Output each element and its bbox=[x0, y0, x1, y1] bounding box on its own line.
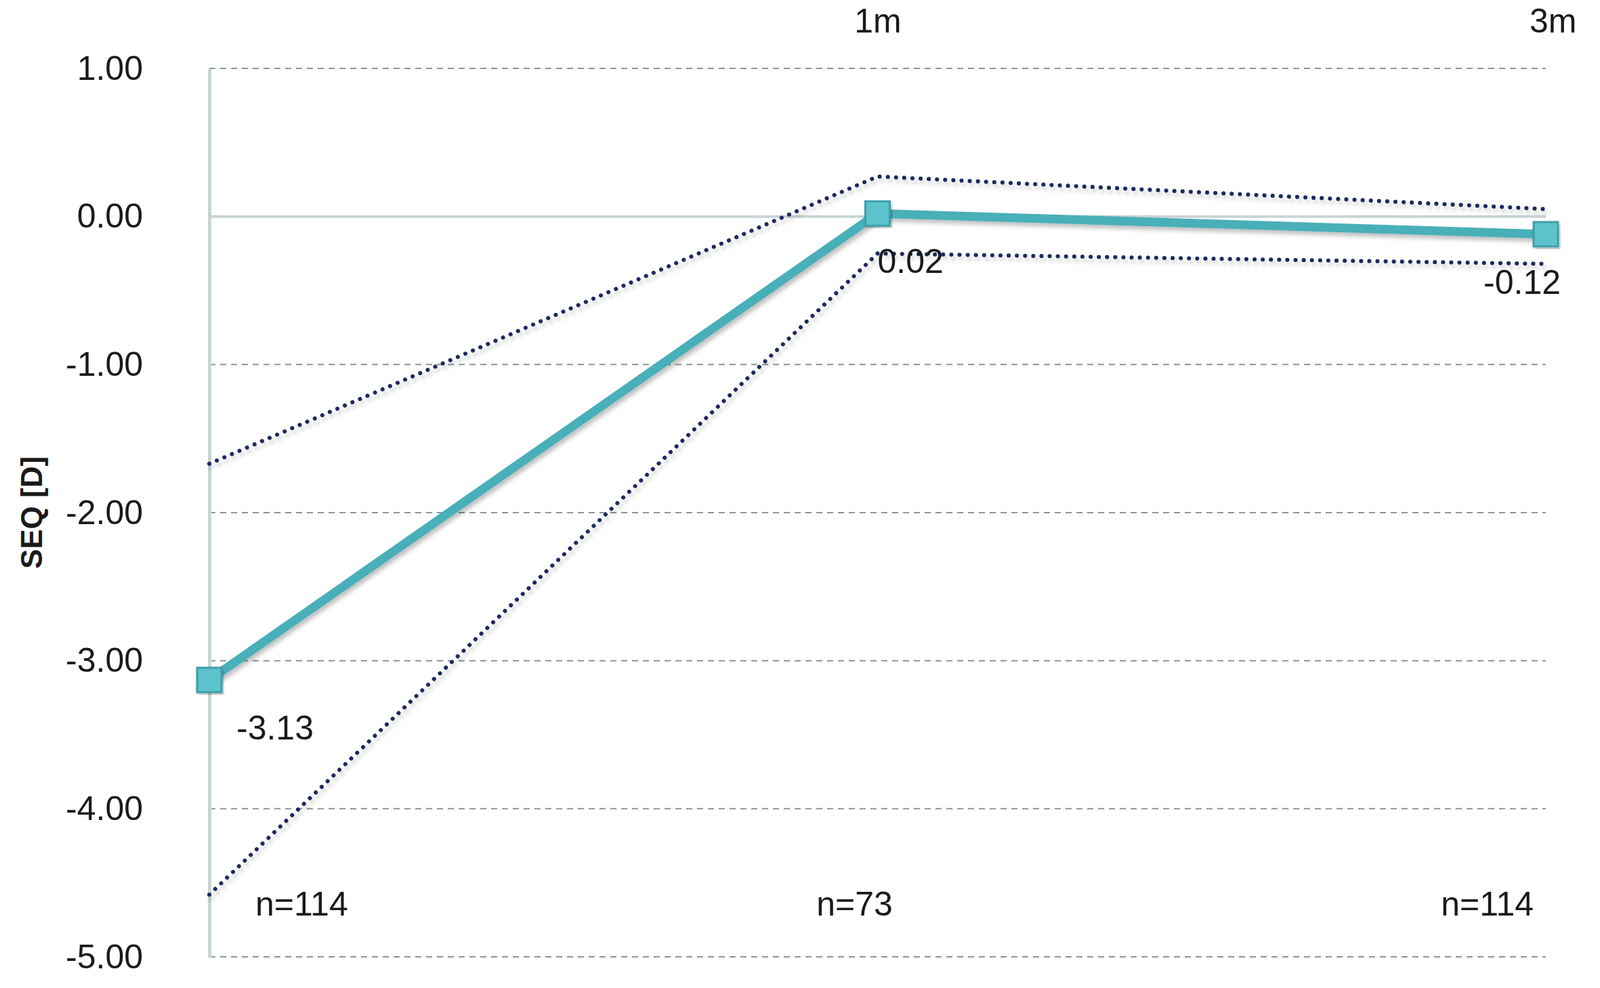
y-axis: -5.00 -4.00 -3.00 -2.00 -1.00 0.00 1.00 bbox=[65, 49, 210, 977]
data-label: -0.12 bbox=[1483, 263, 1561, 302]
annotation: n=114 bbox=[255, 885, 349, 924]
y-tick: -5.00 bbox=[65, 938, 210, 977]
y-axis-title: SEQ [D] bbox=[14, 456, 49, 570]
grid-line bbox=[209, 660, 1546, 662]
x-tick: 1m bbox=[854, 2, 901, 40]
y-tick: -3.00 bbox=[65, 641, 210, 680]
y-axis-line bbox=[207, 69, 212, 958]
y-tick-label: -4.00 bbox=[65, 789, 143, 828]
series-line bbox=[209, 253, 1546, 895]
y-tick-label: -1.00 bbox=[65, 345, 143, 384]
y-tick: -1.00 bbox=[65, 345, 210, 384]
y-tick: -4.00 bbox=[65, 789, 210, 828]
annotations: n=114 n=73 n=114 bbox=[255, 885, 1534, 924]
y-tick: 0.00 bbox=[77, 197, 210, 236]
x-axis: 1m 3m bbox=[209, 2, 1577, 40]
y-tick-label: -3.00 bbox=[65, 641, 143, 680]
y-tick-label: -5.00 bbox=[65, 938, 143, 977]
grid-line bbox=[209, 67, 1546, 70]
data-labels: -3.13 0.02 -0.12 bbox=[236, 242, 1561, 748]
data-label: -3.13 bbox=[236, 709, 314, 748]
y-tick: 1.00 bbox=[77, 49, 210, 88]
x-tick-label: 3m bbox=[1529, 2, 1577, 40]
y-tick-label: 0.00 bbox=[77, 197, 143, 236]
series-line bbox=[209, 213, 1546, 681]
annotation: n=73 bbox=[816, 885, 893, 924]
grid-line bbox=[209, 512, 1546, 514]
y-tick: -2.00 bbox=[65, 493, 210, 532]
annotation: n=114 bbox=[1440, 885, 1534, 924]
grid-line bbox=[209, 956, 1546, 958]
series-line bbox=[209, 176, 1546, 465]
plot-area bbox=[197, 176, 1559, 896]
grid-line bbox=[209, 363, 1546, 366]
marker bbox=[197, 667, 222, 693]
grid bbox=[209, 68, 1546, 958]
x-tick-label: 1m bbox=[854, 2, 901, 40]
y-tick-label: -2.00 bbox=[65, 493, 143, 532]
marker bbox=[1533, 222, 1559, 247]
chart: -5.00 -4.00 -3.00 -2.00 -1.00 0.00 1.00 SEQ [D]… bbox=[0, 0, 1600, 988]
x-tick: 3m bbox=[1529, 2, 1577, 40]
y-tick-label: 1.00 bbox=[77, 49, 143, 88]
marker bbox=[865, 201, 891, 226]
grid-line bbox=[209, 808, 1546, 810]
data-label: 0.02 bbox=[877, 242, 944, 281]
